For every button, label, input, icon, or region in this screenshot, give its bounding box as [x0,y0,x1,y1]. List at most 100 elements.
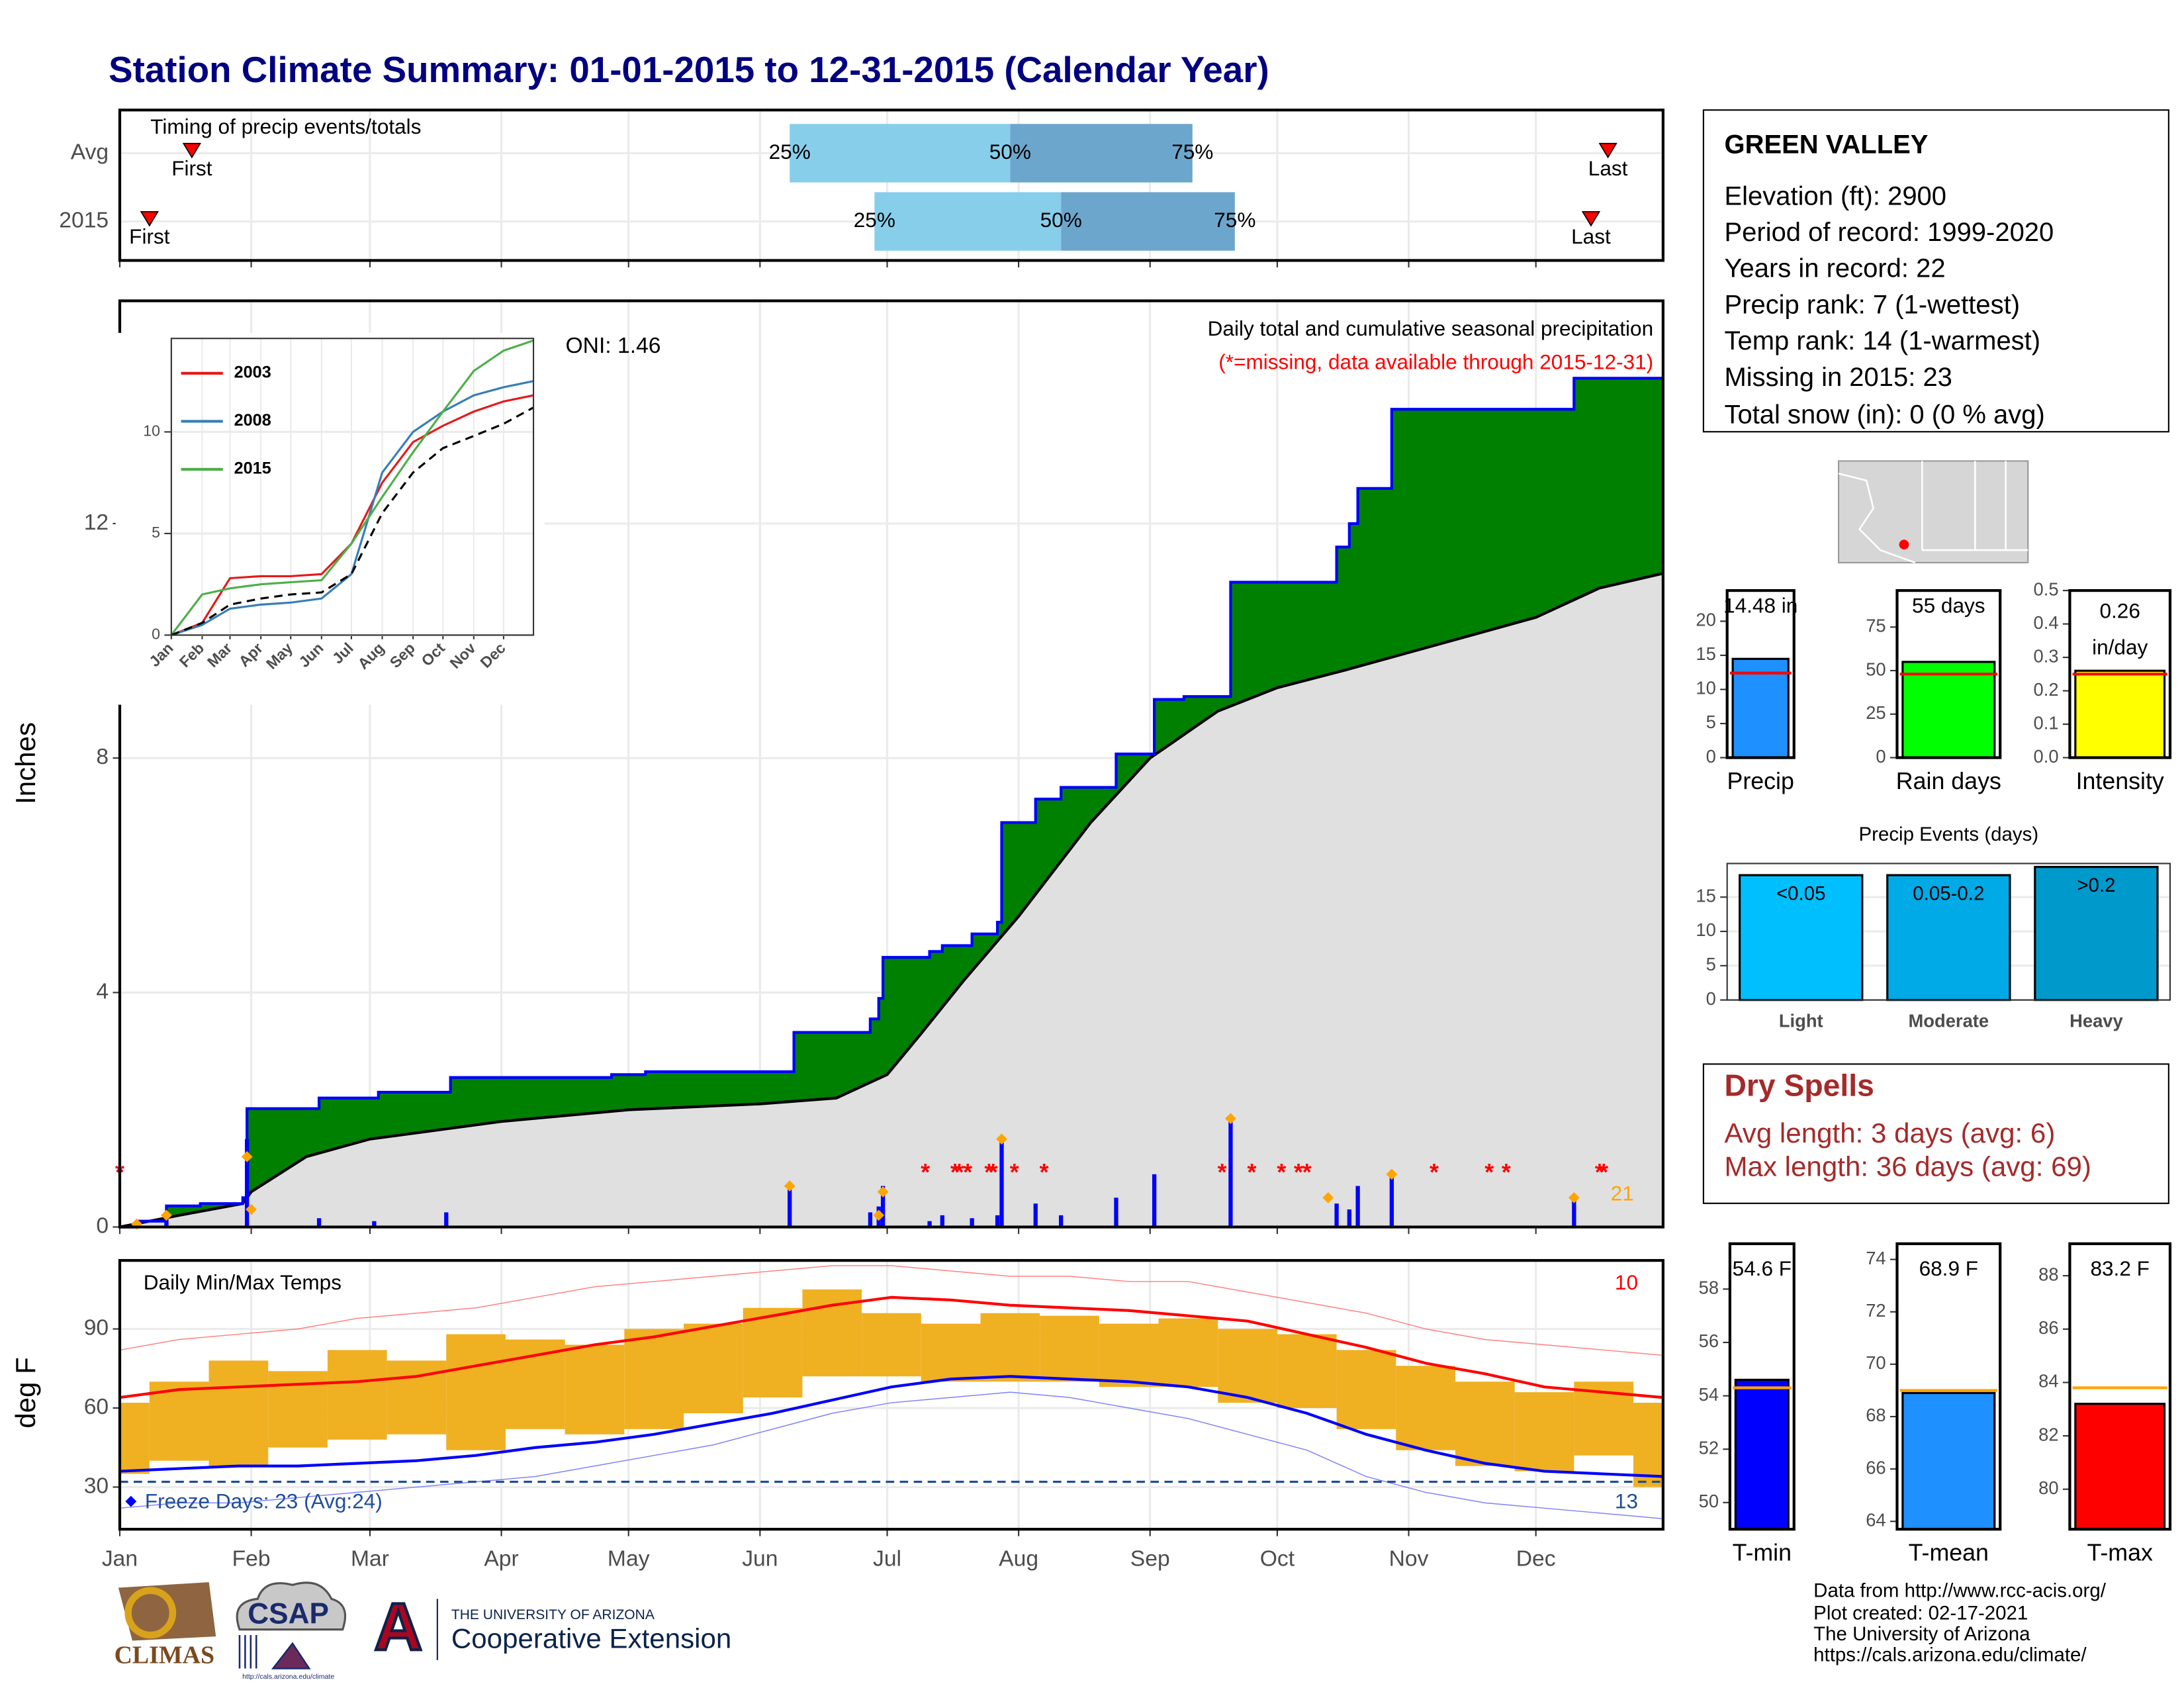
y-tick-label: 50 [1699,1491,1719,1511]
marker-label: First [171,156,212,180]
panel-border [2068,1242,2172,1531]
daily-bar [788,1186,792,1227]
station-line: Elevation (ft): 2900 [1724,181,1946,211]
daily-bar [1347,1209,1351,1227]
temp-range-bar [565,1344,625,1434]
y-tick-label: 88 [2038,1264,2058,1284]
freeze-marker [125,1495,137,1507]
bar [1739,874,1864,1002]
daily-bar [245,1139,250,1227]
y-tick-label: 12 [84,510,109,535]
record-marker [1322,1192,1334,1203]
panel-border [1728,1242,1796,1531]
temp-range-bar [980,1313,1040,1382]
y-tick-label: 82 [2038,1424,2058,1444]
x-tick-label: Jun [742,1546,778,1571]
y-tick-label: 0 [1876,746,1886,767]
csap-text: CSAP [248,1597,329,1630]
max-count: 10 [1615,1270,1638,1294]
dry-spells-line: Avg length: 3 days (avg: 6) [1724,1117,2055,1149]
panel-border [1895,1242,2002,1531]
missing-marker: * [1277,1159,1286,1186]
y-tick-label: 15 [1696,885,1715,906]
footer-line: Data from http://www.rcc-acis.org/ [1813,1580,2107,1602]
y-tick-label: 8 [96,745,109,769]
page-title: Station Climate Summary: 01-01-2015 to 1… [109,49,1269,90]
record-marker [877,1186,889,1197]
daily-bar [1389,1171,1394,1227]
x-tick-label: Jan [102,1546,138,1571]
temp-line [119,1265,1663,1356]
x-tick-label: Aug [999,1546,1038,1571]
timing-marker [1598,142,1617,159]
y-tick-label: 0.1 [2034,712,2059,733]
value-label: 55 days [1912,594,1985,618]
summary-bar [2074,1403,2166,1530]
y-tick-label: 90 [84,1315,109,1340]
quartile-label: 25% [769,140,811,164]
y-axis-label: deg F [10,1357,41,1429]
y-tick-label: 86 [2038,1317,2058,1338]
quartile-label: 50% [1040,208,1082,232]
daily-bar [940,1215,944,1227]
bin-label: >0.2 [2077,874,2115,896]
missing-marker: * [984,1159,993,1186]
csap-graphic [238,1635,311,1669]
missing-marker: * [1502,1159,1511,1186]
y-tick-label: 56 [1699,1331,1719,1351]
missing-marker: * [1248,1159,1257,1186]
panel-border [118,1258,1664,1531]
temp-range-bar [1455,1382,1515,1466]
y-tick-label: 0.5 [2034,579,2059,599]
timing-marker [1581,211,1601,227]
y-tick-label: 15 [1696,643,1715,664]
daily-bar [1355,1186,1360,1227]
category-label: T-min [1733,1539,1792,1566]
daily-bar [1114,1197,1118,1227]
series-line [170,339,534,636]
daily-bar [444,1212,449,1227]
temp-line [119,1295,1664,1399]
daily-bar [995,1215,1000,1227]
y-tick-label: 84 [2038,1371,2058,1391]
legend-label: 2003 [234,363,271,382]
y-tick-label: 54 [1699,1384,1719,1405]
missing-marker: * [1595,1159,1604,1186]
summary-bar [1901,661,1996,759]
value-label: 0.26 in/day [2092,599,2148,659]
legend-label: 2015 [234,459,271,478]
category-label: Rain days [1896,768,2001,794]
chart-title: Daily Min/Max Temps [144,1270,341,1294]
y-tick-label: 5 [1706,954,1716,974]
y-tick-label: 58 [1699,1278,1719,1298]
missing-marker: * [1218,1159,1227,1186]
temp-range-bar [1040,1315,1099,1382]
missing-marker: * [1430,1159,1439,1186]
quartile-bar [1010,124,1193,183]
summary-bar [2074,669,2166,759]
daily-bar [1059,1215,1064,1227]
y-tick-label: 4 [96,979,109,1004]
value-label: 14.48 in [1723,594,1797,618]
y-tick-label: 75 [1866,616,1886,636]
daily-bar [316,1218,322,1227]
missing-marker: * [1294,1159,1303,1186]
box [1702,109,2169,433]
daily-bar [927,1221,932,1227]
y-tick-label: 50 [1866,659,1886,679]
y-tick-label: 0.0 [2034,746,2059,767]
y-tick-label: 0 [152,626,160,643]
station-dot [1899,539,1909,550]
annotation: ONI: 1.46 [565,334,660,358]
daily-bar [868,1212,873,1227]
y-tick-label: 0.4 [2034,612,2059,633]
row-label: Avg [71,140,109,164]
y-tick-label: 30 [84,1474,109,1498]
y-tick-label: 60 [84,1395,109,1419]
csap-cloud [236,1581,346,1631]
state-lines [1838,461,2028,564]
marker-label: First [129,224,170,248]
y-tick-label: 5 [1706,712,1716,732]
station-box: GREEN VALLEY Elevation (ft): 2900 Period… [1702,109,2169,433]
